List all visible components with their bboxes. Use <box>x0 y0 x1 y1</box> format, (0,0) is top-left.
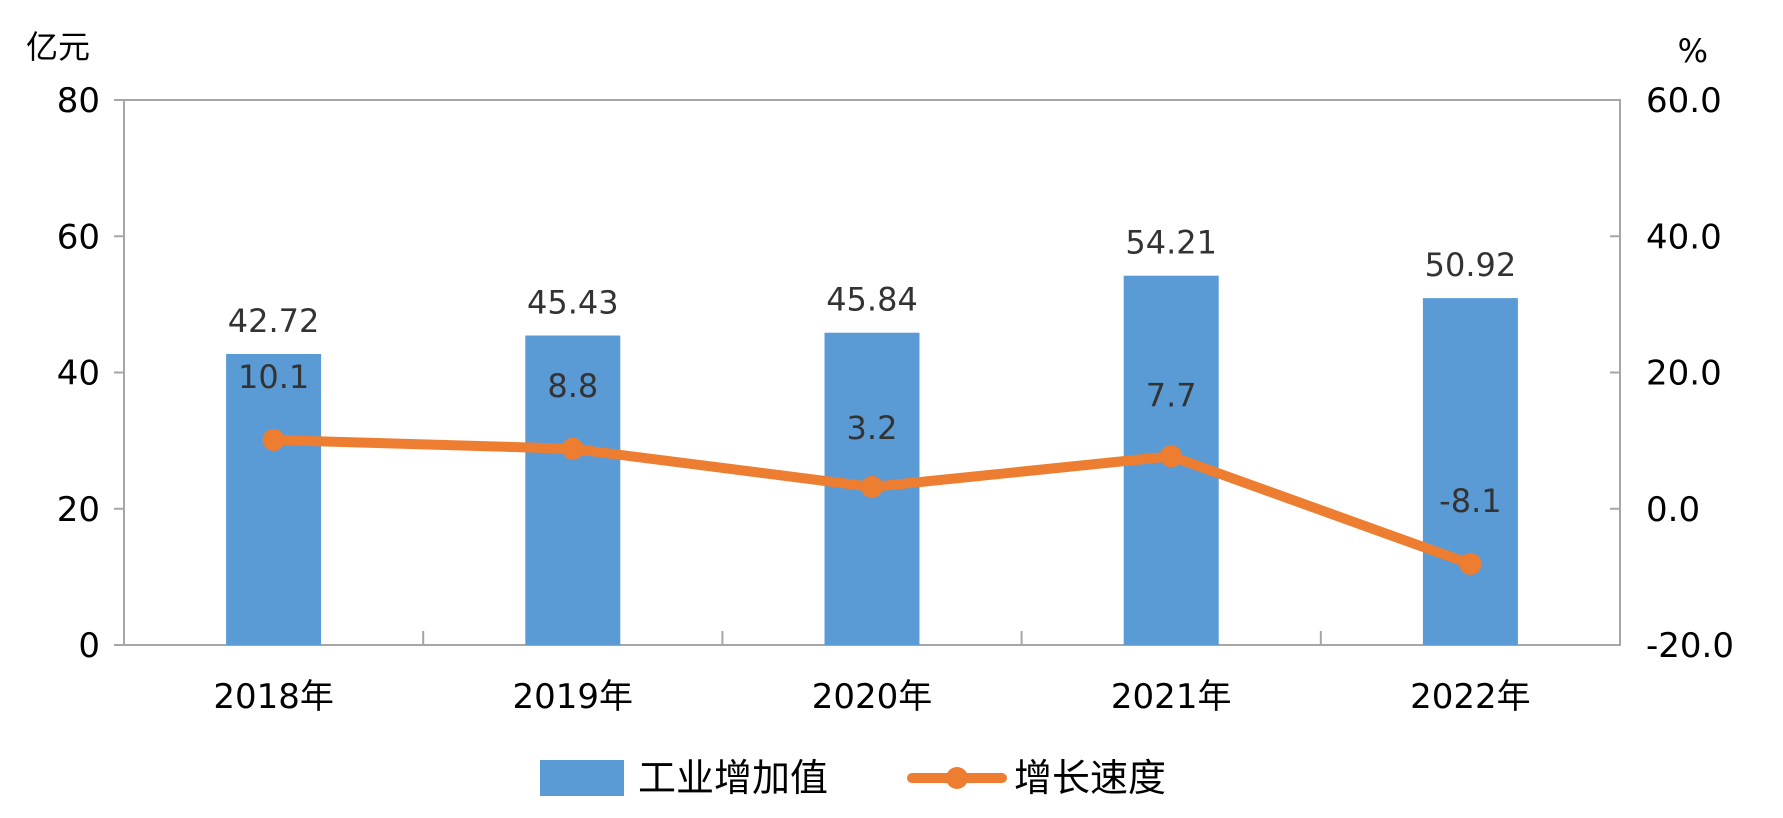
growth-rate-label: 10.1 <box>238 358 309 396</box>
bar-value-label: 45.43 <box>527 284 619 322</box>
bar <box>226 353 322 645</box>
growth-rate-label: -8.1 <box>1439 482 1501 520</box>
legend-label-bar: 工业增加值 <box>638 756 828 800</box>
growth-rate-point <box>561 437 584 460</box>
growth-rate-label: 8.8 <box>547 367 598 405</box>
x-axis-category-label: 2020年 <box>812 677 933 717</box>
right-axis-unit: % <box>1678 32 1708 70</box>
right-axis-tick-label: 40.0 <box>1646 217 1722 257</box>
left-axis-unit: 亿元 <box>26 28 90 66</box>
right-axis-tick-label: 0.0 <box>1646 490 1700 530</box>
bar <box>525 335 621 645</box>
x-axis-category-label: 2019年 <box>513 677 634 717</box>
bar-value-label: 45.84 <box>826 281 918 319</box>
growth-rate-point <box>1459 552 1482 575</box>
x-axis-category-label: 2022年 <box>1410 677 1531 717</box>
left-axis-tick-label: 0 <box>78 626 100 666</box>
x-axis-category-label: 2021年 <box>1111 677 1232 717</box>
growth-rate-label: 7.7 <box>1146 376 1197 414</box>
left-axis-tick-label: 80 <box>57 81 100 121</box>
right-axis-tick-label: -20.0 <box>1646 626 1734 666</box>
legend-swatch-bar <box>540 760 624 796</box>
right-axis-tick-label: 20.0 <box>1646 354 1722 394</box>
growth-rate-point <box>262 428 285 451</box>
bar <box>1422 298 1518 645</box>
right-axis-tick-label: 60.0 <box>1646 81 1722 121</box>
growth-rate-point <box>1160 445 1183 468</box>
growth-rate-label: 3.2 <box>847 409 898 447</box>
bar-value-label: 54.21 <box>1125 224 1217 262</box>
legend-swatch-marker <box>946 767 968 789</box>
bar-value-label: 42.72 <box>228 302 320 340</box>
legend-label-line: 增长速度 <box>1014 756 1166 800</box>
left-axis-tick-label: 40 <box>57 354 100 394</box>
left-axis-tick-label: 60 <box>57 217 100 257</box>
left-axis-tick-label: 20 <box>57 490 100 530</box>
x-axis-category-label: 2018年 <box>213 677 334 717</box>
growth-rate-point <box>861 475 883 498</box>
bar-value-label: 50.92 <box>1425 246 1517 284</box>
